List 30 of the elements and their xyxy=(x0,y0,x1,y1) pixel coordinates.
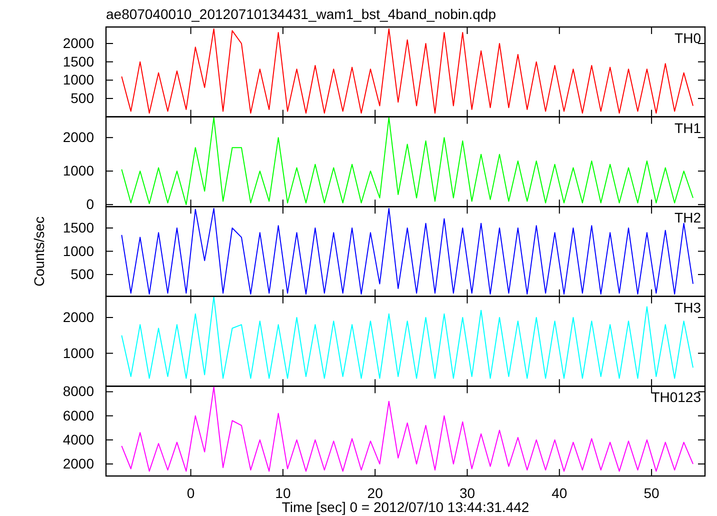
x-tick-label: 40 xyxy=(552,484,568,501)
y-tick-label: 1000 xyxy=(62,344,94,361)
x-tick-label: 10 xyxy=(275,484,291,501)
series-label: TH0 xyxy=(674,30,702,46)
y-tick-label: 2000 xyxy=(62,308,94,325)
y-tick-label: 0 xyxy=(86,196,94,212)
y-tick-label: 2000 xyxy=(62,129,94,146)
y-tick-label: 1000 xyxy=(62,72,94,88)
series-label: TH2 xyxy=(674,210,702,226)
y-tick-label: 1000 xyxy=(62,242,94,259)
y-tick-label: 500 xyxy=(70,90,94,106)
x-tick-label: 50 xyxy=(644,484,660,501)
y-tick-label: 2000 xyxy=(62,34,94,51)
y-tick-label: 4000 xyxy=(62,431,94,448)
y-tick-label: 1000 xyxy=(62,162,94,179)
y-tick-label: 1500 xyxy=(62,53,94,70)
series-label: TH3 xyxy=(674,299,702,316)
y-tick-label: 2000 xyxy=(62,455,94,472)
y-tick-label: 500 xyxy=(70,266,94,282)
x-tick-label: 20 xyxy=(367,484,384,501)
x-axis-title: Time [sec] 0 = 2012/07/10 13:44:31.442 xyxy=(282,499,530,515)
text: TH1 xyxy=(674,120,702,136)
y-tick-label: 1500 xyxy=(62,219,94,236)
y-tick-label: 8000 xyxy=(62,383,94,400)
y-tick-label: 6000 xyxy=(62,407,94,424)
x-tick-label: 30 xyxy=(459,484,476,501)
y-axis-title: Counts/sec xyxy=(31,216,47,287)
x-tick-label: 0 xyxy=(186,484,195,501)
chart-title: ae807040010_20120710134431_wam1_bst_4band_nobin.qdp xyxy=(106,6,496,22)
text: TH0123 xyxy=(651,389,702,406)
